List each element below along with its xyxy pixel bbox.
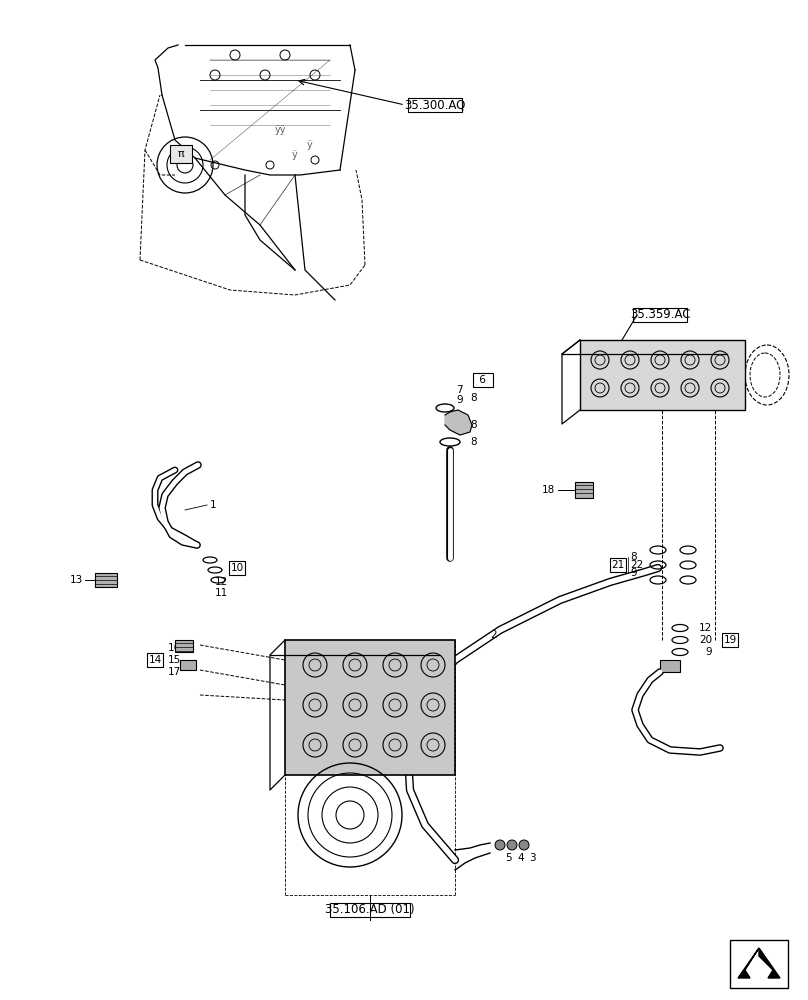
Text: 13: 13 (69, 575, 83, 585)
Polygon shape (445, 410, 472, 435)
FancyBboxPatch shape (408, 98, 461, 112)
Text: 12: 12 (215, 577, 228, 587)
Text: 17: 17 (168, 667, 181, 677)
Text: 10: 10 (230, 563, 243, 573)
Text: ÿ: ÿ (292, 150, 298, 160)
Text: 35.359.AC: 35.359.AC (629, 308, 690, 322)
Text: 20: 20 (699, 635, 712, 645)
FancyBboxPatch shape (610, 558, 625, 572)
Text: 8: 8 (470, 420, 477, 430)
Text: 15: 15 (168, 655, 181, 665)
Text: 35.106.AD (01): 35.106.AD (01) (325, 904, 415, 916)
Text: 2: 2 (490, 630, 497, 640)
Circle shape (507, 840, 517, 850)
Text: ÿ: ÿ (307, 140, 313, 150)
Text: 9: 9 (705, 647, 712, 657)
Polygon shape (759, 948, 780, 978)
Text: 1: 1 (210, 500, 217, 510)
FancyBboxPatch shape (473, 373, 493, 387)
FancyBboxPatch shape (722, 633, 738, 647)
FancyBboxPatch shape (580, 340, 745, 410)
Text: 4: 4 (517, 853, 524, 863)
Text: 19: 19 (723, 635, 737, 645)
Text: 11: 11 (215, 588, 228, 598)
FancyBboxPatch shape (95, 573, 117, 587)
FancyBboxPatch shape (147, 653, 162, 667)
Circle shape (495, 840, 505, 850)
Text: π: π (178, 149, 184, 159)
Text: 14: 14 (149, 655, 162, 665)
Text: 9: 9 (630, 568, 637, 578)
FancyBboxPatch shape (229, 561, 245, 575)
Circle shape (519, 840, 529, 850)
Text: ÿÿ: ÿÿ (274, 125, 286, 135)
Text: 8: 8 (470, 437, 477, 447)
FancyBboxPatch shape (660, 660, 680, 672)
Text: 7: 7 (456, 385, 463, 395)
Text: 22: 22 (630, 560, 643, 570)
Text: 8: 8 (470, 393, 477, 403)
Text: 16: 16 (168, 643, 181, 653)
FancyBboxPatch shape (633, 308, 687, 322)
Text: 18: 18 (541, 485, 555, 495)
Text: 5: 5 (505, 853, 511, 863)
FancyBboxPatch shape (180, 660, 196, 670)
Text: 8: 8 (630, 552, 637, 562)
Text: 21: 21 (612, 560, 625, 570)
FancyBboxPatch shape (575, 482, 593, 498)
Text: 12: 12 (699, 623, 712, 633)
Text: 35.300.AQ: 35.300.AQ (404, 99, 465, 111)
FancyBboxPatch shape (285, 640, 455, 775)
Text: 3: 3 (529, 853, 536, 863)
FancyBboxPatch shape (175, 640, 193, 652)
FancyBboxPatch shape (730, 940, 788, 988)
FancyBboxPatch shape (330, 903, 410, 917)
FancyBboxPatch shape (170, 145, 192, 163)
Polygon shape (738, 948, 759, 978)
Text: 9: 9 (456, 395, 463, 405)
Text: 6: 6 (477, 375, 490, 385)
